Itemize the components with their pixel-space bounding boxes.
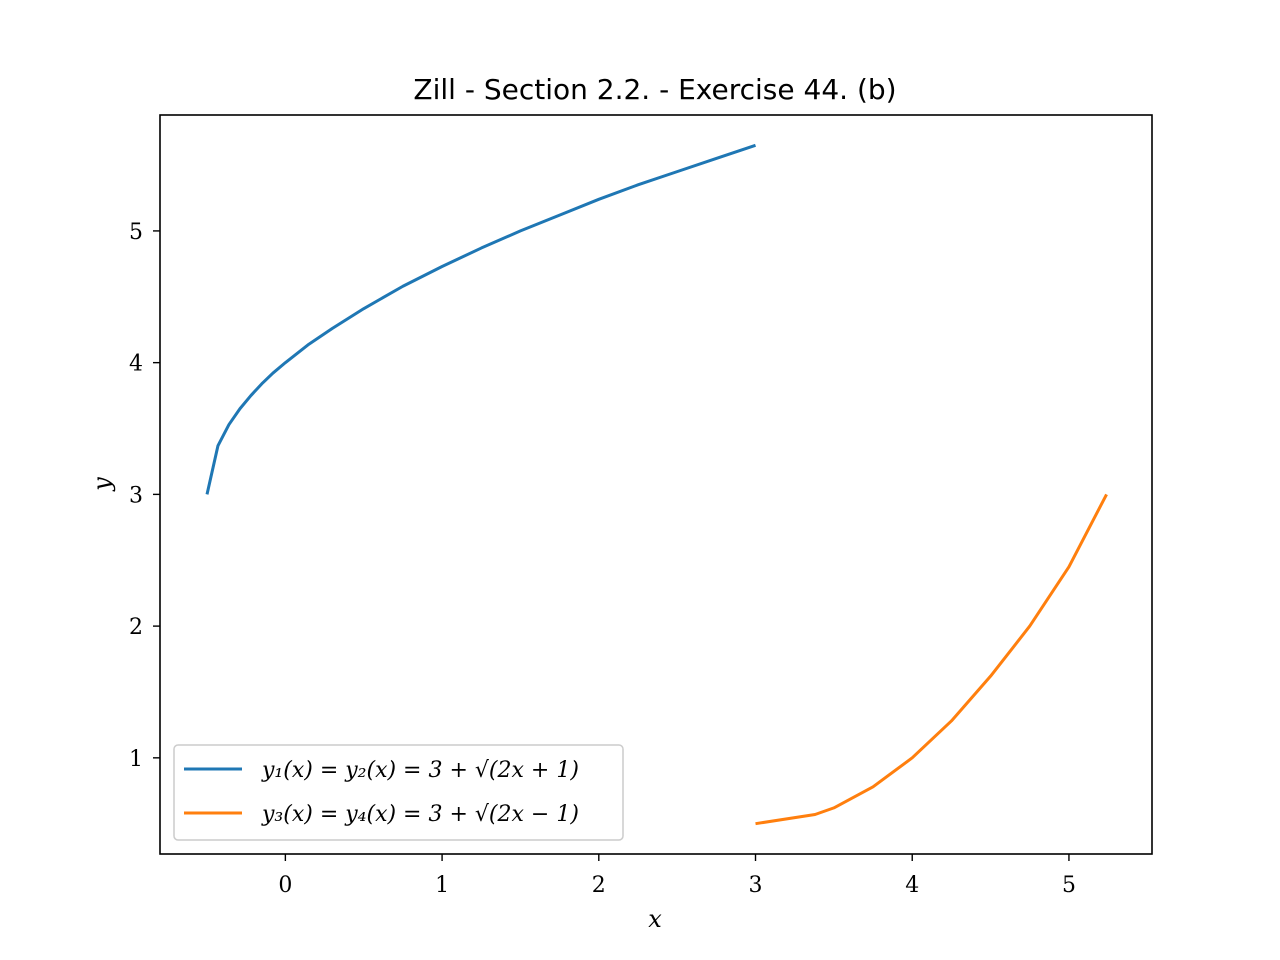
plot-area-frame <box>159 114 1153 855</box>
y-axis-label: y <box>88 477 116 492</box>
x-tick-label: 3 <box>749 873 763 898</box>
x-tick-label: 4 <box>905 873 919 898</box>
y-tick-label: 1 <box>129 747 143 772</box>
x-tick-label: 0 <box>278 873 292 898</box>
series-layer <box>205 143 1108 826</box>
x-tick-label: 2 <box>592 873 606 898</box>
y-axis-ticks: 1 2 3 4 5 <box>129 220 160 772</box>
x-tick-label: 5 <box>1062 873 1076 898</box>
y-tick-label: 3 <box>129 483 143 508</box>
x-tick-label: 1 <box>435 873 449 898</box>
legend-box <box>173 744 624 841</box>
y-tick-label: 5 <box>129 220 143 245</box>
legend-label-series-2: y₃(x) = y₄(x) = 3 + √(2x − 1) <box>261 802 579 827</box>
legend-label-series-1: y₁(x) = y₂(x) = 3 + √(2x + 1) <box>261 758 579 783</box>
chart-title: Zill - Section 2.2. - Exercise 44. (b) <box>413 73 896 106</box>
series-line-1 <box>205 143 756 495</box>
x-axis-label: x <box>648 905 662 933</box>
legend: y₁(x) = y₂(x) = 3 + √(2x + 1) y₃(x) = y₄… <box>173 744 624 841</box>
x-axis-ticks: 0 1 2 3 4 5 <box>278 854 1076 898</box>
y-tick-label: 4 <box>129 352 143 377</box>
y-tick-label: 2 <box>129 615 143 640</box>
series-line-2 <box>755 493 1108 826</box>
